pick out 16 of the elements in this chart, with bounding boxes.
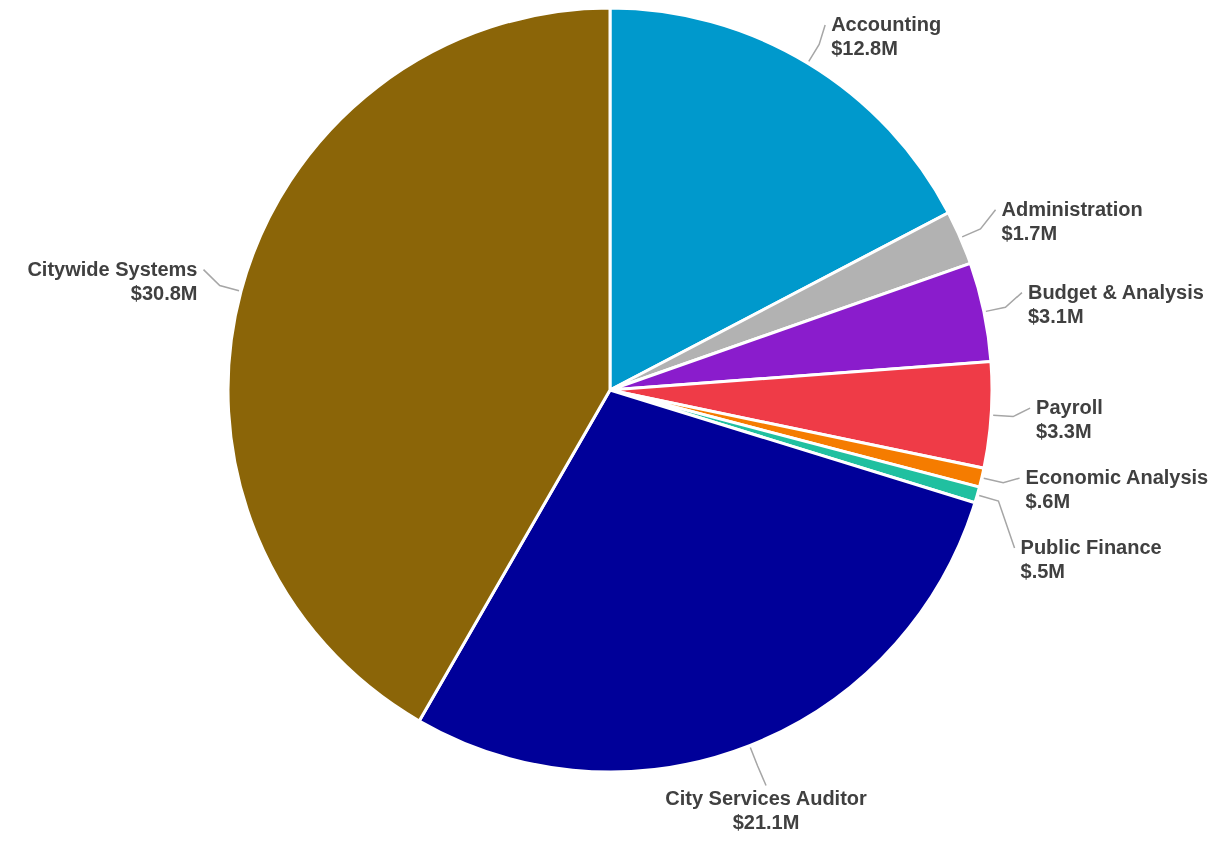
data-label: $.5M [1020,560,1066,583]
slice-label: Accounting [831,13,942,35]
slice-label: Public Finance [1020,536,1162,559]
data-label: $3.3M [1036,420,1092,443]
data-label: $30.8M [130,281,198,304]
slice-label: Economic Analysis [1025,466,1209,489]
data-label: $21.1M [732,811,800,834]
data-label: $1.7M [1001,221,1058,244]
data-label: $.6M [1025,490,1071,513]
slice-label: Administration [1001,197,1143,220]
slice-label: Citywide Systems [27,257,198,280]
data-label: $12.8M [831,37,898,59]
slice-label: Payroll [1036,396,1103,419]
slice-label: City Services Auditor [665,787,868,810]
data-label: $3.1M [1027,304,1084,327]
slice-label: Budget & Analysis [1027,280,1204,303]
